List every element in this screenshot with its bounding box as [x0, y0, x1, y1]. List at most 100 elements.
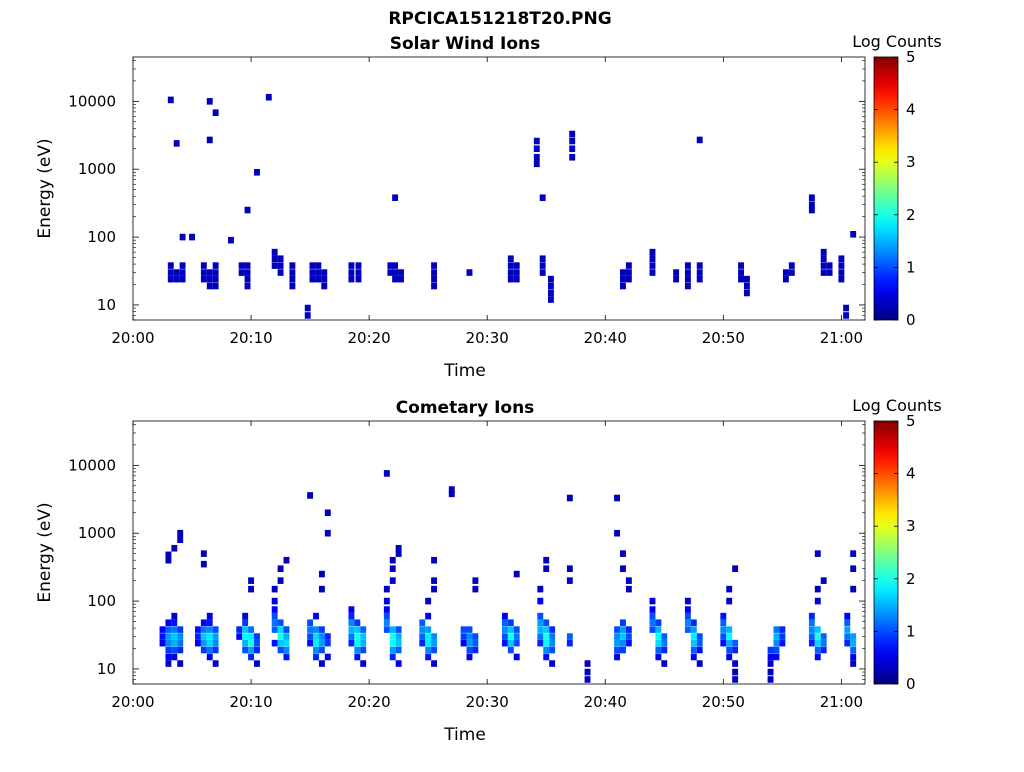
- data-cell: [820, 255, 827, 262]
- data-cell: [826, 269, 833, 276]
- data-cell: [431, 282, 438, 290]
- data-cell: [814, 646, 821, 654]
- data-cell: [620, 282, 626, 290]
- data-cell: [838, 275, 845, 283]
- data-cell: [820, 633, 827, 640]
- colorbar-tick-label: 1: [906, 258, 916, 276]
- data-cell: [507, 626, 514, 633]
- data-cell: [277, 577, 284, 584]
- data-cell: [248, 585, 255, 593]
- data-cell: [625, 262, 632, 269]
- y-tick-label: 100: [87, 228, 116, 246]
- x-tick-label: 20:40: [584, 329, 627, 347]
- data-cell: [838, 269, 845, 276]
- data-cell: [820, 269, 827, 276]
- data-cell: [696, 646, 703, 654]
- data-cell: [354, 619, 361, 626]
- data-cell: [431, 262, 438, 269]
- data-cell: [513, 639, 520, 647]
- data-cell: [767, 653, 774, 661]
- data-cell: [684, 282, 691, 290]
- data-cell: [313, 612, 319, 620]
- data-cell: [206, 626, 213, 633]
- colorbar: [873, 420, 899, 685]
- data-cell: [431, 275, 438, 283]
- data-cell: [732, 565, 739, 572]
- data-cell: [501, 612, 508, 620]
- data-cell: [318, 633, 325, 640]
- data-cell: [661, 646, 668, 654]
- data-cell: [850, 230, 857, 238]
- data-cell: [649, 269, 656, 276]
- data-cell: [348, 275, 355, 283]
- data-cell: [460, 626, 467, 633]
- data-cell: [513, 262, 520, 269]
- data-cell: [389, 653, 396, 661]
- data-cell: [850, 585, 857, 593]
- x-tick-label: 20:10: [229, 329, 272, 347]
- data-cell: [782, 275, 789, 283]
- data-cell: [200, 646, 207, 654]
- data-cell: [569, 130, 576, 138]
- data-cell: [348, 639, 355, 647]
- data-cell: [171, 633, 178, 640]
- data-cell: [315, 262, 322, 269]
- data-cell: [513, 626, 520, 633]
- data-cell: [242, 633, 249, 640]
- data-cell: [271, 255, 278, 262]
- data-cell: [360, 660, 367, 667]
- data-cell: [690, 619, 697, 626]
- data-cell: [548, 289, 554, 297]
- data-cell: [324, 509, 331, 517]
- data-cell: [661, 639, 668, 647]
- data-cell: [543, 626, 550, 633]
- data-cell: [808, 612, 815, 620]
- data-cell: [321, 275, 328, 283]
- data-cell: [248, 653, 255, 661]
- data-cell: [242, 612, 249, 620]
- data-cell: [271, 606, 278, 613]
- y-axis-label: Energy (eV): [35, 502, 55, 602]
- data-cell: [732, 639, 739, 647]
- x-tick-label: 20:40: [584, 693, 627, 711]
- x-tick-label: 20:20: [348, 329, 391, 347]
- data-cell: [248, 639, 255, 647]
- data-cell: [614, 494, 621, 502]
- data-cell: [814, 639, 821, 647]
- data-cell: [348, 626, 355, 633]
- data-cell: [466, 639, 473, 647]
- data-cell: [850, 646, 857, 654]
- data-cell: [684, 262, 691, 269]
- data-cell: [425, 626, 432, 633]
- colorbar-tick-label: 0: [906, 675, 916, 693]
- data-cell: [826, 262, 833, 269]
- data-cell: [684, 612, 691, 620]
- data-cell: [690, 646, 697, 654]
- data-cell: [773, 653, 780, 661]
- data-cell: [696, 275, 703, 283]
- data-cell: [537, 639, 544, 647]
- data-cell: [398, 269, 404, 276]
- panel-title: Solar Wind Ions: [390, 34, 541, 54]
- data-cell: [548, 296, 554, 303]
- data-cell: [324, 639, 331, 647]
- data-cell: [307, 633, 314, 640]
- data-cell: [387, 262, 394, 269]
- data-cell: [655, 653, 662, 661]
- data-cell: [348, 619, 355, 626]
- data-cell: [389, 626, 396, 633]
- data-cell: [566, 633, 573, 640]
- data-cell: [431, 269, 438, 276]
- data-cell: [165, 646, 172, 654]
- data-cell: [507, 639, 514, 647]
- data-cell: [513, 275, 520, 283]
- data-cell: [318, 639, 325, 647]
- data-cell: [620, 646, 626, 654]
- data-cell: [179, 275, 186, 283]
- data-cell: [309, 262, 316, 269]
- data-cell: [507, 269, 514, 276]
- data-cell: [389, 556, 396, 564]
- data-cell: [501, 639, 508, 647]
- data-cell: [649, 606, 656, 613]
